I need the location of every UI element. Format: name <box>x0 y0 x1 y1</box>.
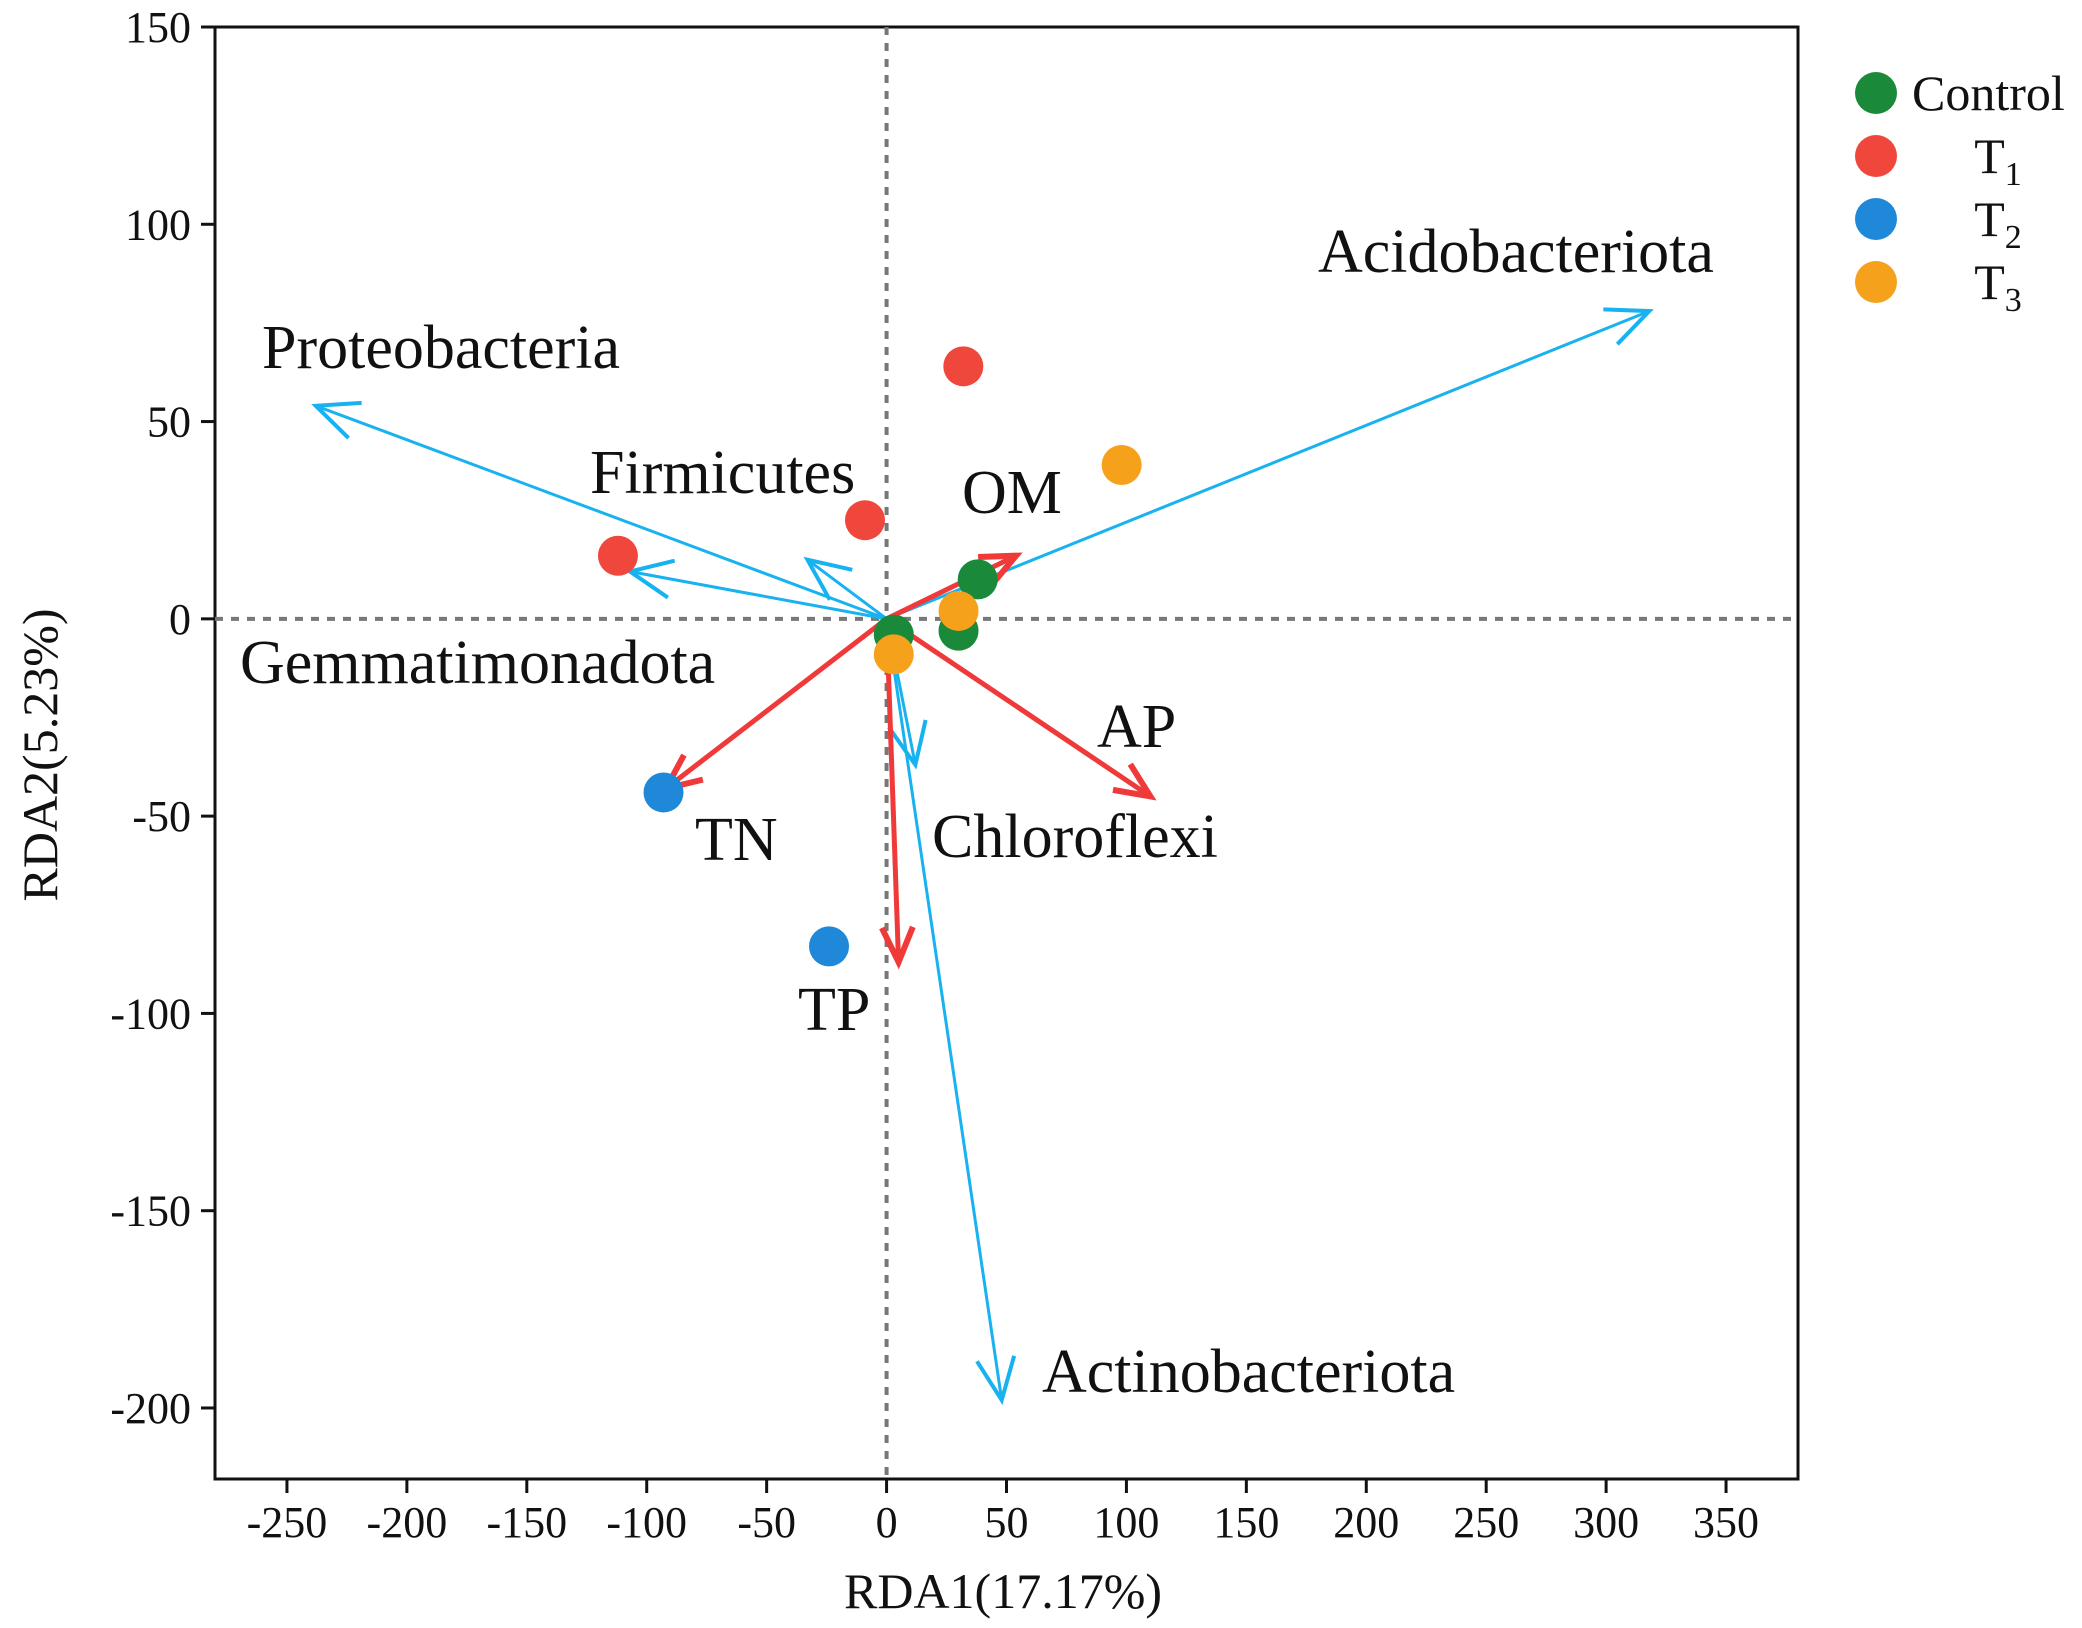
x-tick-label: -250 <box>247 1498 328 1547</box>
x-tick-label: 250 <box>1453 1498 1519 1547</box>
legend-marker <box>1855 135 1897 177</box>
sample-point <box>597 535 638 576</box>
species-arrow <box>311 400 889 621</box>
legend-label-subscript: 2 <box>2005 219 2022 256</box>
legend-label: T3 <box>1974 254 2022 319</box>
y-tick-label: -150 <box>110 1187 191 1236</box>
y-axis: 150 100 50 0 -50 -100 -150 -200 <box>110 3 215 1433</box>
y-tick-label: 100 <box>125 200 191 249</box>
species-arrow-shaft <box>885 309 1651 621</box>
y-axis-title: RDA2(5.23%) <box>12 608 68 901</box>
x-tick-label: 100 <box>1093 1498 1159 1547</box>
environment-arrow <box>879 616 916 970</box>
y-tick-label: -100 <box>110 989 191 1038</box>
legend-label-subscript: 1 <box>2005 156 2022 193</box>
y-tick-label: 0 <box>169 595 191 644</box>
x-tick-label: -50 <box>737 1498 796 1547</box>
y-tick-label: -50 <box>132 792 191 841</box>
species-label: Firmicutes <box>590 439 855 507</box>
environment-arrow-head <box>978 552 1023 587</box>
species-arrow-head <box>1603 307 1654 346</box>
sample-point <box>809 926 850 967</box>
species-label: Gemmatimonadota <box>240 629 715 697</box>
environment-arrow-shaft <box>884 553 1019 622</box>
legend-label: T2 <box>1974 191 2022 256</box>
legend-marker <box>1855 198 1897 240</box>
legend-marker <box>1855 261 1897 303</box>
species-arrow-head <box>311 400 362 440</box>
sample-points <box>597 346 1142 967</box>
species-label: Chloroflexi <box>932 803 1218 871</box>
x-tick-label: 300 <box>1573 1498 1639 1547</box>
environment-arrow <box>884 616 1157 801</box>
environment-arrow-shaft <box>663 616 890 792</box>
legend-label: T1 <box>1974 128 2022 193</box>
species-arrows <box>311 307 1654 1405</box>
environment-label: TP <box>798 976 870 1044</box>
x-tick-label: 0 <box>876 1498 898 1547</box>
x-tick-label: -150 <box>486 1498 567 1547</box>
sample-point <box>844 500 885 541</box>
sample-point <box>873 634 914 675</box>
species-arrow-shaft <box>628 570 889 621</box>
environment-label: OM <box>962 459 1062 527</box>
species-label: Acidobacteriota <box>1318 218 1714 286</box>
legend-label-subscript: 3 <box>2005 282 2022 319</box>
species-arrow-shaft <box>314 404 889 621</box>
legend-label-base: T <box>1974 128 2005 184</box>
species-arrow-head <box>887 719 928 770</box>
y-tick-label: -200 <box>110 1384 191 1433</box>
environment-arrows <box>660 552 1157 970</box>
species-label: Actinobacteriota <box>1042 1338 1455 1406</box>
arrow-labels: Acidobacteriota Proteobacteria Firmicutes G… <box>240 218 1714 1406</box>
x-tick-label: 50 <box>985 1498 1029 1547</box>
x-tick-label: 350 <box>1693 1498 1759 1547</box>
x-tick-label: -200 <box>367 1498 448 1547</box>
environment-arrow-head <box>1112 762 1157 801</box>
species-arrow <box>885 307 1654 621</box>
environment-arrow-head <box>879 925 916 970</box>
x-axis: -250 -200 -150 -100 -50 0 50 100 150 200 250 300 350 <box>247 1479 1759 1547</box>
sample-point <box>643 772 684 813</box>
legend-label-base: T <box>1974 254 2005 310</box>
x-axis-title: RDA1(17.17%) <box>844 1563 1162 1619</box>
zero-lines <box>215 27 1798 1479</box>
y-tick-label: 50 <box>147 398 191 447</box>
environment-label: TN <box>695 806 778 874</box>
legend-marker <box>1855 72 1897 114</box>
sample-point <box>957 559 998 600</box>
species-label: Proteobacteria <box>262 314 620 382</box>
sample-point <box>943 346 984 387</box>
legend-label-base: T <box>1974 191 2005 247</box>
x-tick-label: 150 <box>1213 1498 1279 1547</box>
environment-label: AP <box>1097 693 1176 761</box>
species-arrow <box>803 556 889 621</box>
species-arrow-shaft <box>805 558 889 621</box>
species-arrow <box>885 617 1017 1405</box>
environment-arrow-shaft <box>884 616 1153 799</box>
x-tick-label: -100 <box>606 1498 687 1547</box>
x-tick-label: 200 <box>1333 1498 1399 1547</box>
species-arrow-head <box>803 556 853 601</box>
legend-label: Control <box>1912 65 2065 121</box>
environment-arrow <box>884 552 1023 622</box>
environment-arrow-shaft <box>884 616 902 965</box>
y-tick-label: 150 <box>125 3 191 52</box>
species-arrow-shaft <box>885 617 1004 1402</box>
sample-point <box>1101 444 1142 485</box>
species-arrow-head <box>975 1355 1017 1405</box>
sample-point <box>938 590 979 631</box>
